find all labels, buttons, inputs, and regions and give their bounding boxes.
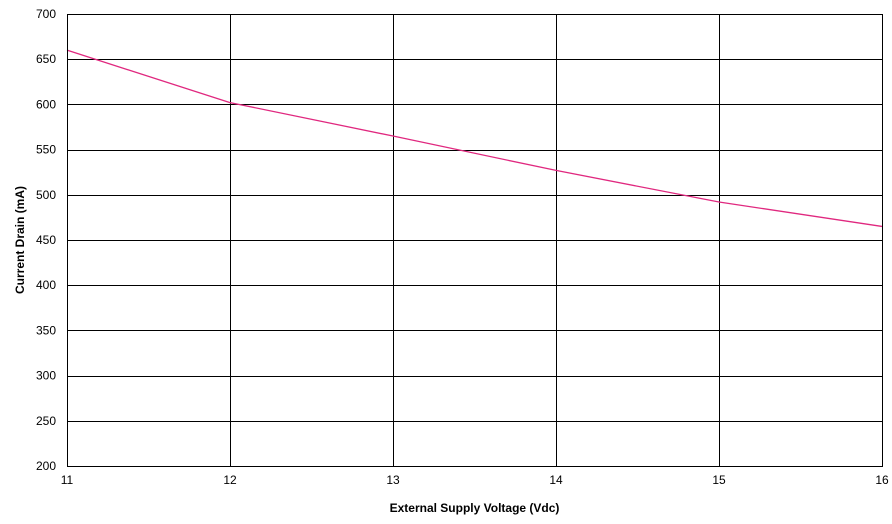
y-tick-label: 450 [36,233,56,247]
x-tick-label: 11 [61,473,74,487]
y-tick-label: 700 [36,7,56,21]
x-tick-label: 12 [223,473,237,487]
series-line [66,49,883,228]
x-axis-title: External Supply Voltage (Vdc) [390,501,560,515]
x-tick-label: 15 [712,473,726,487]
y-tick-label: 550 [36,143,56,157]
y-tick-label: 200 [36,459,56,473]
y-axis-tick-labels: 200 250 300 350 400 450 500 550 600 650 700 [36,7,56,473]
x-tick-label: 13 [386,473,400,487]
x-axis-tick-labels: 11 12 13 14 15 16 [61,473,889,487]
y-tick-label: 500 [36,188,56,202]
y-tick-label: 350 [36,323,56,337]
grid-lines [67,14,883,467]
y-tick-label: 600 [36,97,56,111]
x-tick-label: 14 [549,473,563,487]
y-axis-title: Current Drain (mA) [13,186,27,294]
y-tick-label: 300 [36,369,56,383]
plot-area-frame [67,14,883,467]
series-layer [66,49,883,228]
x-tick-label: 16 [875,473,889,487]
y-tick-label: 400 [36,278,56,292]
y-tick-label: 250 [36,414,56,428]
y-tick-label: 650 [36,52,56,66]
